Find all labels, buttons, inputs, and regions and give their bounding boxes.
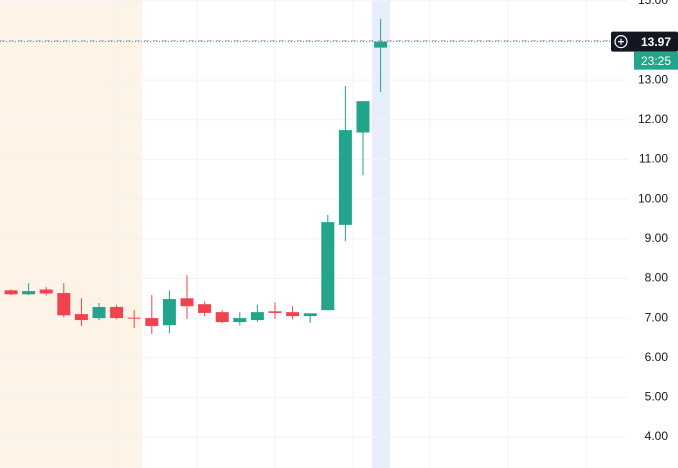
- candle-body: [92, 306, 106, 319]
- candle-body: [374, 41, 388, 48]
- candle-body: [110, 306, 124, 319]
- candle-body: [39, 289, 53, 294]
- countdown-box: [634, 51, 678, 70]
- time-grid: [118, 0, 587, 468]
- price-label-box: [611, 31, 678, 52]
- countdown-label: 23:25: [641, 54, 671, 68]
- add-alert-icon: [614, 35, 628, 49]
- candle-body: [321, 222, 335, 311]
- y-tick-label: 9.00: [645, 231, 669, 245]
- candle-body: [127, 317, 141, 319]
- last-price-label: 13.97: [641, 35, 671, 49]
- candle-body: [180, 298, 194, 307]
- y-tick-label: 4.00: [645, 429, 669, 443]
- y-tick-label: 6.00: [645, 350, 669, 364]
- y-tick-label: 13.00: [638, 72, 668, 86]
- candle-body: [356, 101, 370, 133]
- candle-body: [162, 299, 176, 326]
- y-tick-label: 15.00: [638, 0, 668, 7]
- y-tick-label: 12.00: [638, 112, 668, 126]
- candle-body: [215, 312, 229, 323]
- hover-highlight: [372, 0, 390, 468]
- y-tick-label: 7.00: [645, 310, 669, 324]
- y-tick-label: 8.00: [645, 271, 669, 285]
- candle-body: [250, 312, 264, 321]
- candle-body: [145, 318, 159, 327]
- candle-body: [303, 313, 317, 317]
- candle-body: [4, 290, 18, 295]
- candle-body: [22, 291, 36, 295]
- add-alert-plus: [618, 38, 624, 45]
- candle-body: [338, 130, 352, 225]
- session-shade: [0, 0, 142, 468]
- y-tick-label: 11.00: [639, 152, 668, 166]
- candle-body: [198, 304, 212, 313]
- candle-body: [74, 314, 88, 321]
- candle-body: [268, 311, 282, 313]
- candle-body: [286, 312, 300, 317]
- candle-body: [233, 318, 247, 323]
- y-tick-label: 10.00: [638, 191, 668, 205]
- candle-body: [57, 293, 71, 316]
- y-tick-label: 5.00: [645, 390, 669, 404]
